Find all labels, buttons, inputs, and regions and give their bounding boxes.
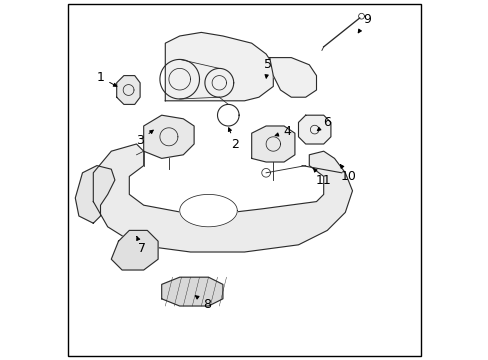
Text: 3: 3 [136,130,153,147]
Text: 7: 7 [137,237,145,255]
Polygon shape [180,194,237,227]
Polygon shape [117,76,140,104]
Polygon shape [269,58,316,97]
Polygon shape [143,115,194,158]
Text: 1: 1 [96,71,117,86]
Text: 2: 2 [228,128,239,151]
Polygon shape [162,277,223,306]
Polygon shape [111,230,158,270]
Text: 6: 6 [317,116,330,131]
Polygon shape [93,144,352,252]
Polygon shape [165,32,273,101]
Text: 8: 8 [195,296,210,311]
Polygon shape [298,115,330,144]
Text: 10: 10 [340,165,356,183]
Text: 4: 4 [275,125,291,138]
Text: 9: 9 [358,13,370,33]
Polygon shape [75,166,115,223]
Text: 11: 11 [313,168,331,186]
Polygon shape [251,126,294,162]
Text: 5: 5 [264,58,271,78]
